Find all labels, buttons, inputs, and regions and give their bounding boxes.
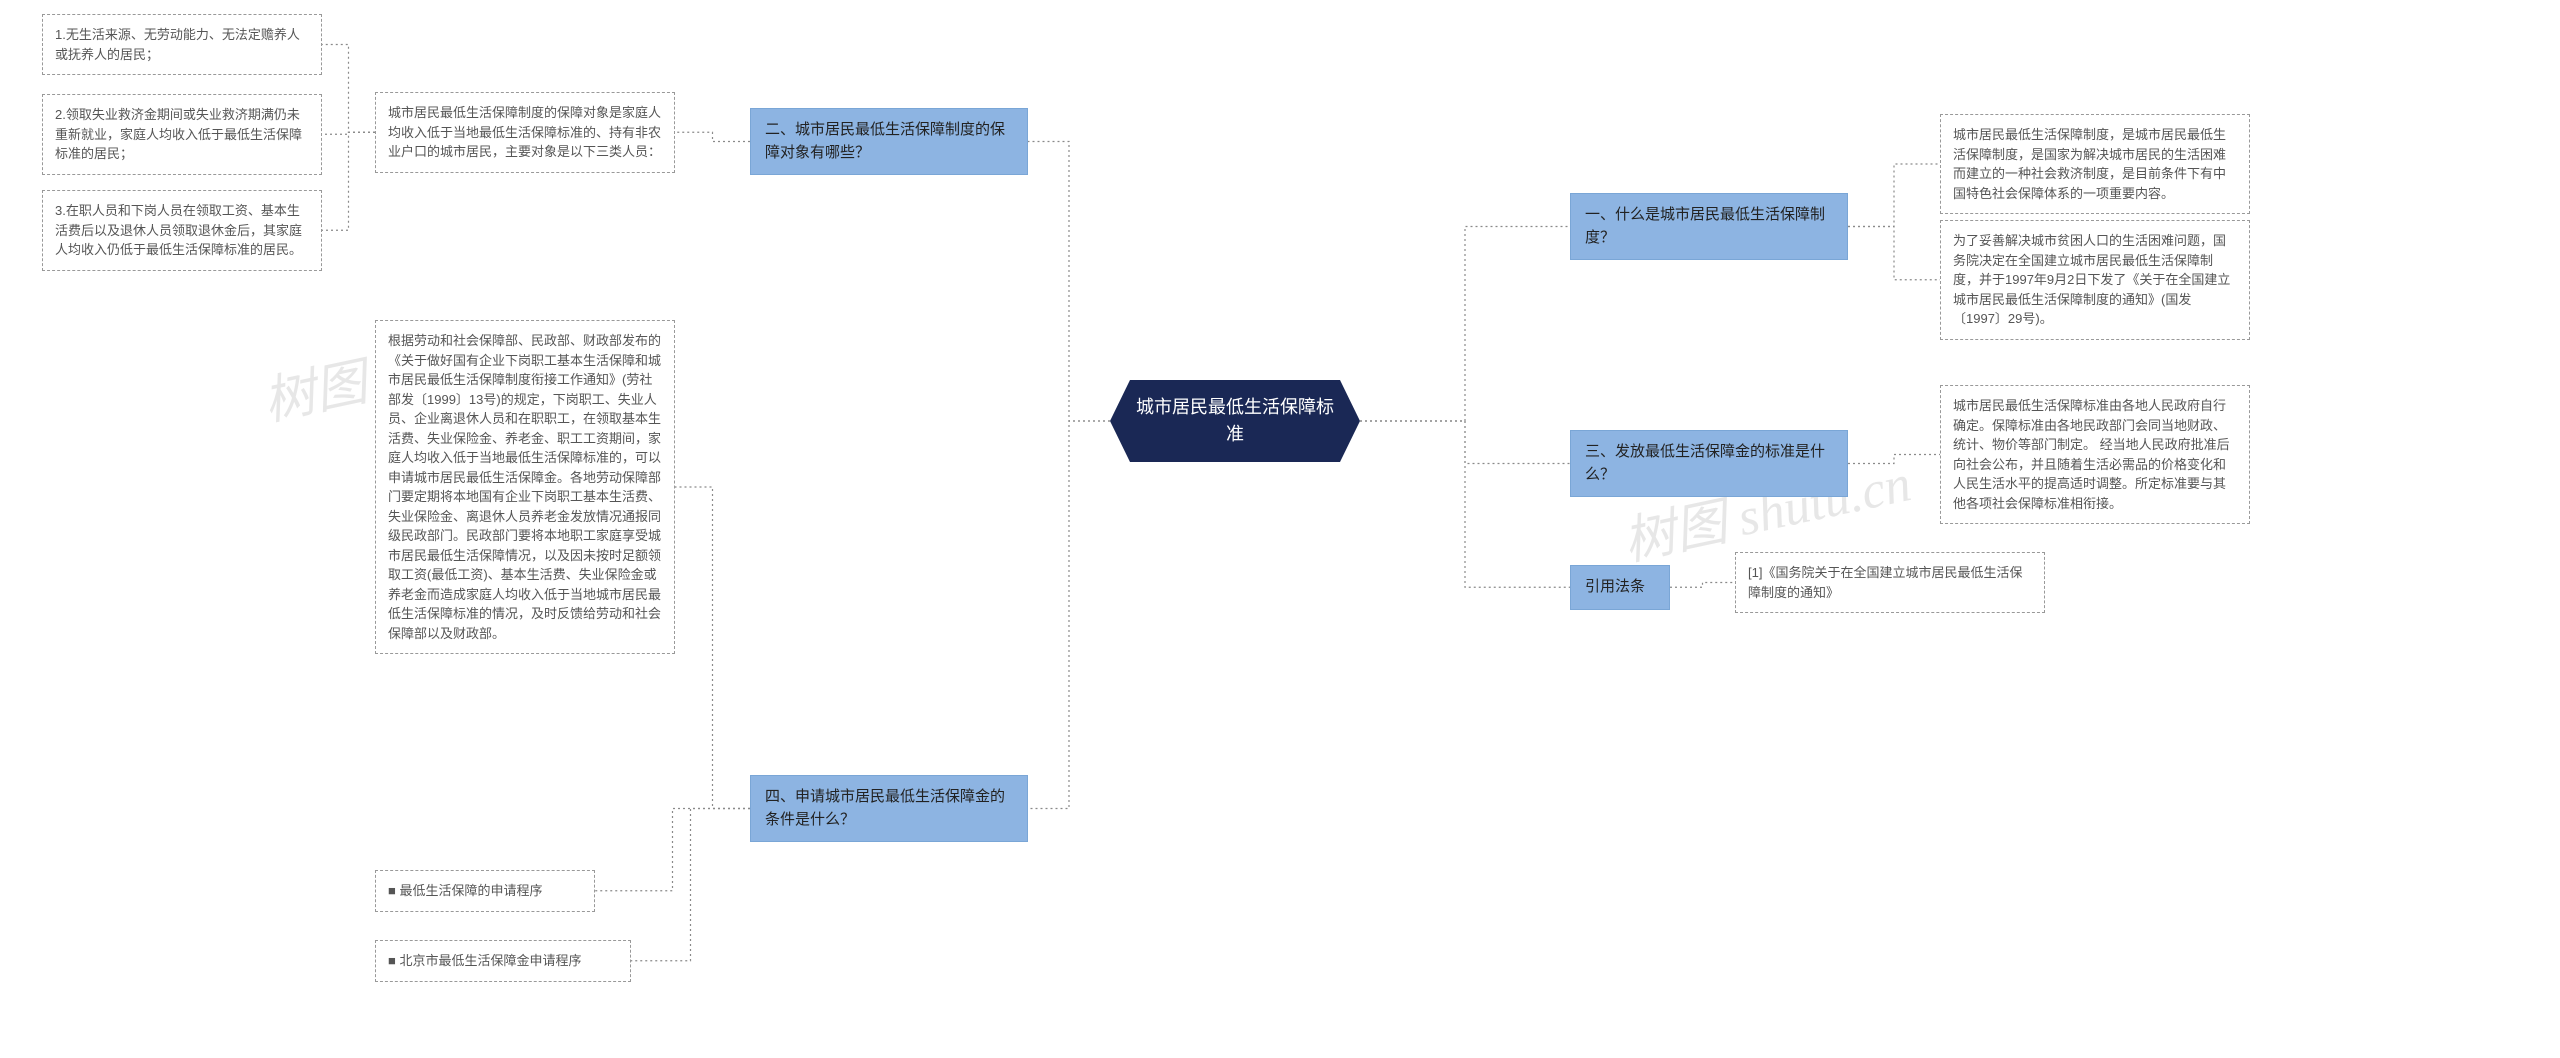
leaf-4-link2: ■ 北京市最低生活保障金申请程序	[375, 940, 631, 982]
leaf-3-standard-desc: 城市居民最低生活保障标准由各地人民政府自行确定。保障标准由各地民政部门会同当地财…	[1940, 385, 2250, 524]
leaf-2-cat1: 1.无生活来源、无劳动能力、无法定赡养人或抚养人的居民；	[42, 14, 322, 75]
branch-ref-law[interactable]: 引用法条	[1570, 565, 1670, 610]
leaf-4-longdesc: 根据劳动和社会保障部、民政部、财政部发布的《关于做好国有企业下岗职工基本生活保障…	[375, 320, 675, 654]
leaf-4-link1: ■ 最低生活保障的申请程序	[375, 870, 595, 912]
leaf-2-intro: 城市居民最低生活保障制度的保障对象是家庭人均收入低于当地最低生活保障标准的、持有…	[375, 92, 675, 173]
branch-3-standard[interactable]: 三、发放最低生活保障金的标准是什么？	[1570, 430, 1848, 497]
leaf-2-cat3: 3.在职人员和下岗人员在领取工资、基本生活费后以及退休人员领取退休金后，其家庭人…	[42, 190, 322, 271]
leaf-ref-citation: [1]《国务院关于在全国建立城市居民最低生活保障制度的通知》	[1735, 552, 2045, 613]
branch-2-targets[interactable]: 二、城市居民最低生活保障制度的保障对象有哪些？	[750, 108, 1028, 175]
mindmap-canvas: 树图 shutu.cn 树图 shutu.cn 城市居民最低生活保障标准 一、什…	[0, 0, 2560, 1058]
branch-4-conditions[interactable]: 四、申请城市居民最低生活保障金的条件是什么？	[750, 775, 1028, 842]
leaf-1-def2: 为了妥善解决城市贫困人口的生活困难问题，国务院决定在全国建立城市居民最低生活保障…	[1940, 220, 2250, 340]
center-topic[interactable]: 城市居民最低生活保障标准	[1110, 380, 1360, 462]
leaf-2-cat2: 2.领取失业救济金期间或失业救济期满仍未重新就业，家庭人均收入低于最低生活保障标…	[42, 94, 322, 175]
branch-1-what-is[interactable]: 一、什么是城市居民最低生活保障制度？	[1570, 193, 1848, 260]
leaf-1-def1: 城市居民最低生活保障制度，是城市居民最低生活保障制度，是国家为解决城市居民的生活…	[1940, 114, 2250, 214]
